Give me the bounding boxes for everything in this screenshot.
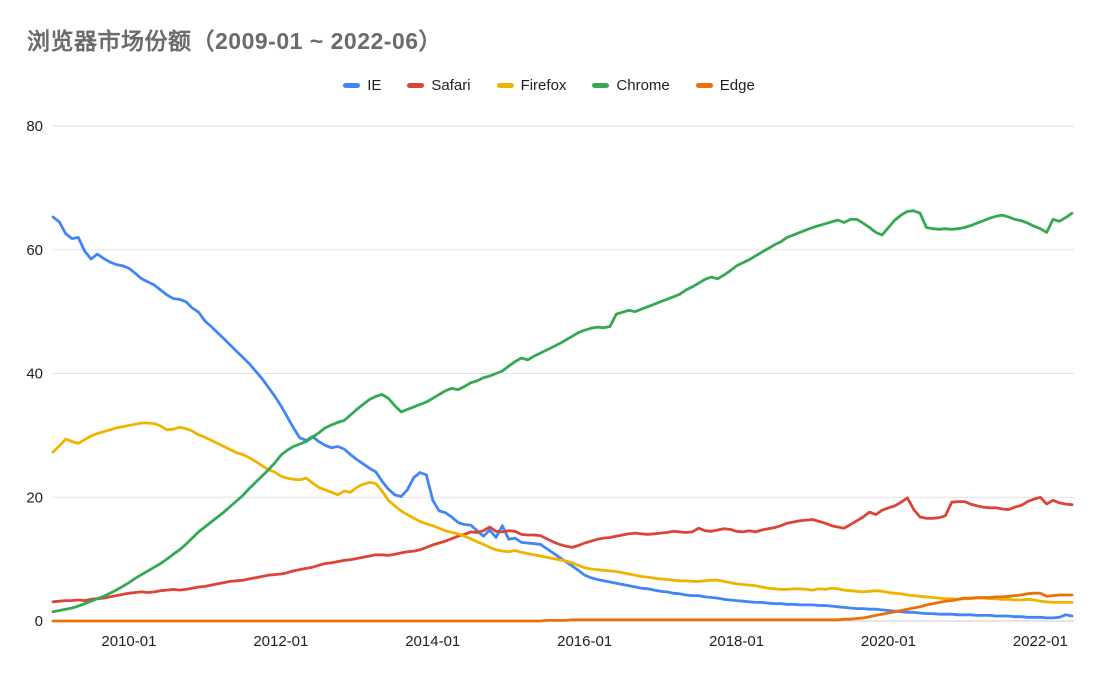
- legend-item-chrome[interactable]: Chrome: [592, 77, 670, 94]
- y-axis-tick-40: 40: [26, 366, 43, 383]
- legend-label: Firefox: [520, 77, 567, 94]
- legend-marker-icon: [496, 83, 514, 88]
- legend-label: IE: [367, 77, 382, 94]
- y-axis-tick-60: 60: [26, 242, 43, 259]
- legend-label: Chrome: [616, 77, 670, 94]
- x-axis-tick-2020-01: 2020-01: [861, 633, 916, 650]
- y-axis-tick-80: 80: [26, 118, 43, 135]
- legend-label: Edge: [719, 77, 755, 94]
- series-line-firefox: [51, 421, 1074, 604]
- x-axis-tick-2014-01: 2014-01: [405, 633, 460, 650]
- x-axis-tick-2022-01: 2022-01: [1013, 633, 1068, 650]
- y-axis-tick-20: 20: [26, 489, 43, 506]
- series-line-edge: [51, 591, 1074, 623]
- y-axis-tick-0: 0: [35, 613, 43, 630]
- legend-item-edge[interactable]: Edge: [695, 77, 755, 94]
- series-line-ie: [51, 215, 1074, 620]
- legend: IE Safari Firefox Chrome Edge: [0, 77, 1098, 94]
- legend-marker-icon: [695, 83, 713, 88]
- series-line-chrome: [51, 209, 1074, 614]
- x-axis-tick-2016-01: 2016-01: [557, 633, 612, 650]
- x-axis-tick-2018-01: 2018-01: [709, 633, 764, 650]
- legend-marker-icon: [407, 83, 425, 88]
- legend-label: Safari: [431, 77, 471, 94]
- x-axis-tick-2010-01: 2010-01: [101, 633, 156, 650]
- legend-item-firefox[interactable]: Firefox: [496, 77, 567, 94]
- legend-marker-icon: [343, 83, 361, 88]
- legend-item-safari[interactable]: Safari: [407, 77, 471, 94]
- series-line-safari: [51, 495, 1074, 604]
- legend-item-ie[interactable]: IE: [343, 77, 381, 94]
- x-axis-tick-2012-01: 2012-01: [253, 633, 308, 650]
- chart-title: 浏览器市场份额（2009-01 ~ 2022-06）: [27, 28, 443, 54]
- legend-marker-icon: [592, 83, 610, 88]
